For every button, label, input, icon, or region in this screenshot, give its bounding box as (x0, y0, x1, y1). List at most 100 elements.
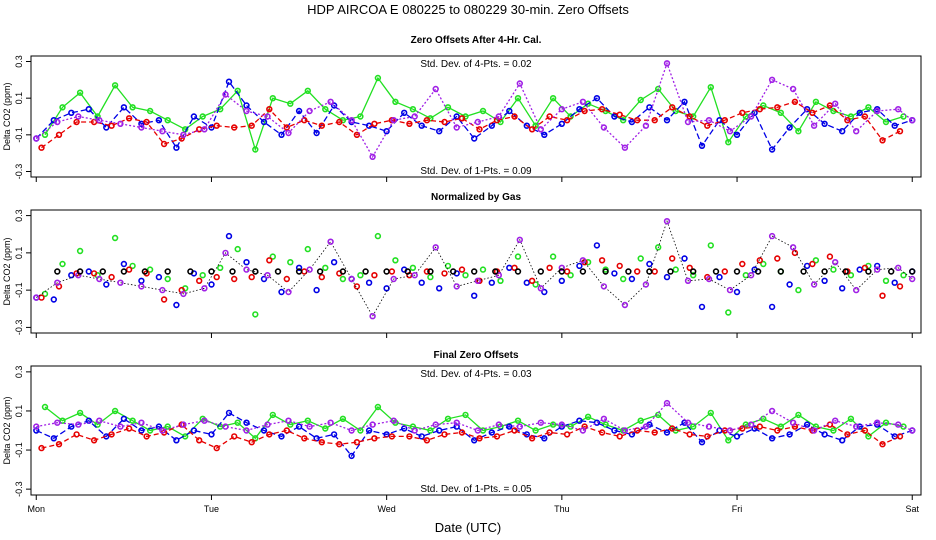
data-point-green (549, 421, 557, 428)
data-point-red (213, 273, 220, 281)
data-point-black (558, 268, 565, 275)
data-point-blue (190, 427, 198, 434)
data-point-purple (537, 285, 544, 292)
data-point-black (887, 268, 895, 275)
data-point-red (301, 116, 308, 124)
x-tick-label: Tue (204, 504, 219, 514)
data-point-green (707, 409, 714, 417)
data-point-black (471, 268, 478, 275)
data-point-green (637, 96, 644, 104)
data-point-blue (173, 144, 180, 151)
data-point-blue (260, 275, 268, 283)
y-tick-label: -0.3 (14, 481, 24, 497)
data-point-blue (628, 118, 636, 126)
data-point-red (668, 255, 676, 262)
data-point-purple (285, 129, 292, 137)
data-point-black (339, 268, 347, 275)
data-point-purple (831, 259, 839, 266)
data-point-purple (348, 427, 355, 434)
data-point-green (392, 98, 399, 106)
y-tick-label: 0.3 (14, 209, 24, 222)
data-point-red (441, 118, 448, 126)
data-point-blue (576, 417, 583, 424)
data-point-black (187, 268, 194, 275)
data-point-purple (558, 421, 565, 428)
data-point-red (336, 441, 343, 448)
data-point-green (164, 275, 171, 283)
data-point-green (444, 104, 452, 111)
data-point-blue (488, 279, 495, 286)
data-point-blue (786, 281, 793, 288)
data-point-purple (726, 427, 734, 434)
data-point-green (41, 131, 49, 139)
data-point-green (76, 89, 84, 96)
data-point-purple (117, 423, 124, 430)
data-point-blue (628, 275, 636, 283)
data-point-purple (537, 419, 544, 426)
data-point-green (619, 116, 627, 124)
data-point-purple (873, 107, 881, 115)
data-point-blue (663, 273, 671, 281)
data-point-blue (418, 433, 425, 440)
data-point-red (371, 435, 378, 442)
data-point-purple (495, 113, 502, 120)
data-point-purple (138, 283, 145, 290)
x-tick-label: Fri (732, 504, 743, 514)
data-point-green (830, 427, 837, 434)
data-point-blue (313, 435, 320, 442)
data-point-green (795, 411, 802, 419)
data-point-blue (733, 131, 741, 139)
data-point-red (528, 435, 536, 442)
data-point-blue (436, 427, 443, 434)
data-point-purple (495, 421, 502, 428)
data-point-green (725, 309, 732, 316)
data-point-red (248, 273, 255, 281)
data-point-purple (873, 266, 881, 273)
data-point-red (318, 439, 325, 446)
data-point-blue (646, 104, 653, 111)
data-point-blue (768, 303, 776, 311)
data-point-green (427, 427, 434, 434)
data-point-red (318, 122, 325, 129)
data-point-black (908, 268, 916, 275)
data-point-purple (831, 100, 839, 107)
data-point-purple (705, 116, 713, 124)
data-point-green (374, 403, 382, 411)
data-point-purple (768, 76, 776, 84)
data-point-black (865, 268, 872, 275)
data-point-red (511, 427, 518, 434)
data-point-black (777, 268, 784, 275)
data-point-blue (751, 425, 758, 432)
data-point-purple (432, 244, 439, 251)
data-point-green (882, 118, 890, 126)
data-point-blue (488, 429, 495, 436)
data-point-red (546, 429, 553, 436)
data-point-red (318, 273, 325, 281)
data-point-red (651, 116, 658, 124)
data-point-red (231, 275, 238, 283)
data-point-green (322, 264, 329, 271)
data-point-purple (908, 116, 916, 124)
data-point-green (532, 281, 539, 288)
data-point-green (514, 94, 522, 102)
stddev-1pts-annotation: Std. Dev. of 1-Pts. = 0.09 (420, 166, 532, 177)
data-point-purple (516, 423, 523, 430)
y-tick-label: -0.1 (14, 127, 24, 143)
data-point-red (879, 137, 886, 144)
data-point-blue (383, 128, 390, 135)
data-point-black (800, 268, 807, 275)
data-point-red (896, 433, 904, 440)
data-point-red (563, 116, 571, 124)
data-point-purple (264, 272, 271, 279)
data-point-red (423, 116, 431, 124)
data-point-red (336, 118, 343, 126)
data-point-red (125, 115, 133, 122)
data-point-green (830, 266, 837, 273)
data-point-red (511, 264, 518, 271)
data-point-black (754, 268, 762, 275)
data-point-black (821, 268, 828, 275)
data-point-blue (593, 419, 601, 426)
data-point-black (383, 268, 390, 275)
data-point-red (266, 257, 273, 264)
